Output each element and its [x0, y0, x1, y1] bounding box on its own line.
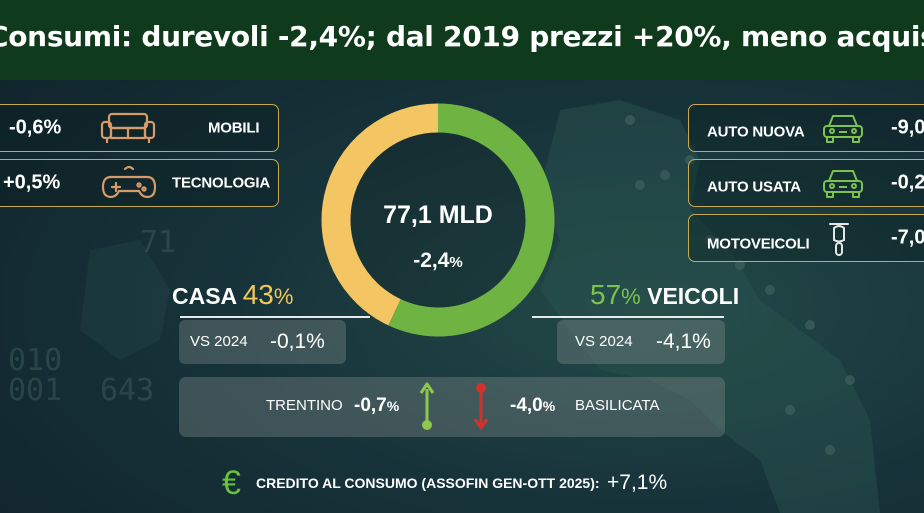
- card-auto-nuova: AUTO NUOVA -9,0%: [688, 104, 924, 152]
- best-region-name: TRENTINO: [266, 397, 343, 414]
- credit-value: +7,1%: [607, 471, 668, 494]
- page-title: Consumi: durevoli -2,4%; dal 2019 prezzi…: [0, 20, 924, 53]
- credit-label: CREDITO AL CONSUMO (ASSOFIN GEN-OTT 2025…: [256, 475, 600, 491]
- vs-value: -0,1%: [270, 330, 325, 353]
- card-value: -9,0%: [891, 116, 924, 139]
- euro-icon: €: [222, 464, 241, 502]
- casa-heading: CASA 43%: [172, 279, 293, 311]
- vs-label: VS 2024: [575, 333, 633, 350]
- donut-variation-unit: %: [449, 254, 463, 271]
- donut-hole: [348, 130, 528, 310]
- sofa-icon: [100, 112, 156, 143]
- card-value: +0,5%: [3, 171, 61, 194]
- donut-variation: -2,4%: [321, 249, 555, 273]
- card-value: -0,6%: [9, 116, 62, 139]
- svg-text:010: 010: [8, 343, 62, 378]
- gamepad-icon: [101, 165, 157, 199]
- card-label: AUTO NUOVA: [707, 123, 805, 141]
- card-motoveicoli: MOTOVEICOLI -7,0%: [688, 214, 924, 262]
- card-value: -0,2%: [891, 171, 924, 194]
- donut-variation-value: -2,4: [413, 249, 450, 272]
- card-mobili: -0,6% MOBILI: [0, 104, 279, 152]
- veicoli-divider: [532, 316, 724, 318]
- veicoli-heading: 57% VEICOLI: [590, 279, 739, 311]
- car-icon: [823, 115, 863, 143]
- donut-center: 77,1 MLD -2,4%: [321, 103, 555, 337]
- veicoli-percent: 57%: [590, 279, 641, 310]
- card-tecnologia: +0,5% TECNOLOGIA: [0, 159, 279, 207]
- card-value: -7,0%: [891, 226, 924, 249]
- card-label: AUTO USATA: [707, 178, 801, 196]
- donut-chart: [321, 103, 555, 337]
- casa-percent: 43%: [242, 279, 294, 310]
- card-label: TECNOLOGIA: [172, 174, 270, 192]
- vs-value: -4,1%: [656, 330, 711, 353]
- card-auto-usata: AUTO USATA -0,2%: [688, 159, 924, 207]
- casa-vs-box: VS 2024 -0,1%: [179, 320, 346, 364]
- best-region-value: -0,7%: [354, 395, 400, 416]
- svg-text:71: 71: [140, 225, 176, 260]
- donut-segment-veicoli: [388, 103, 555, 337]
- card-label: MOTOVEICOLI: [707, 235, 810, 253]
- veicoli-vs-box: VS 2024 -4,1%: [557, 320, 725, 364]
- veicoli-label: VEICOLI: [647, 283, 740, 309]
- arrow-up-icon: [419, 382, 435, 430]
- worst-region-name: BASILICATA: [575, 397, 660, 414]
- card-label: MOBILI: [208, 119, 260, 137]
- regions-box: TRENTINO -0,7% -4,0% BASILICATA: [179, 377, 725, 437]
- donut-total: 77,1 MLD: [383, 201, 493, 229]
- vs-label: VS 2024: [190, 333, 248, 350]
- title-bar: Consumi: durevoli -2,4%; dal 2019 prezzi…: [0, 0, 924, 80]
- casa-label: CASA: [172, 283, 237, 309]
- svg-text:001: 001: [8, 373, 62, 408]
- svg-text:643: 643: [100, 373, 154, 408]
- car-icon: [823, 170, 863, 198]
- casa-divider: [180, 316, 370, 318]
- arrow-down-icon: [473, 383, 489, 430]
- worst-region-value: -4,0%: [510, 395, 556, 416]
- donut-segment-casa: [321, 103, 439, 326]
- motorbike-icon: [829, 223, 849, 256]
